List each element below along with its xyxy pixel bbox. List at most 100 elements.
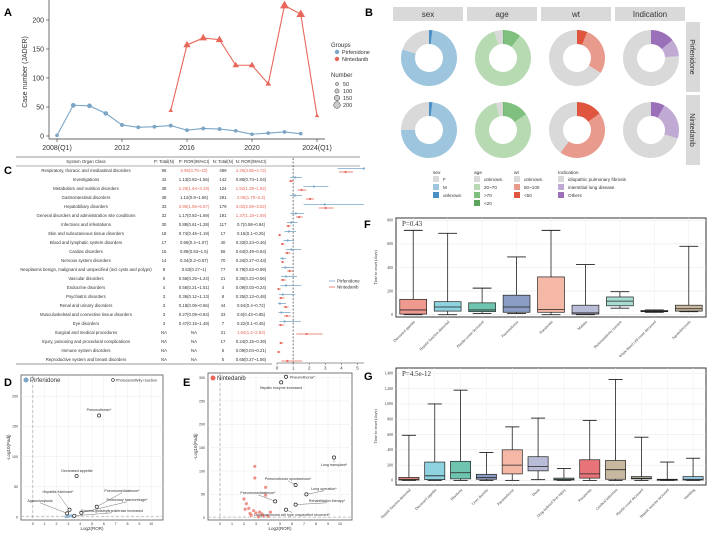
x-tick-label: 4 [340,366,343,371]
point-label: Pneumomediastinum* [240,491,276,495]
forest-point [285,314,288,318]
legend-swatch [558,176,564,182]
donut-slice [651,102,665,118]
panel-c-forest-table: System Organ Class P: Total(N) P: ROR(95%C… [16,156,366,371]
p-total-cell: 3 [163,294,166,299]
table-row: Gastrointestinal disorders 38 1.12(0.8~1.5… [62,194,315,201]
n-ror-cell: 0.33(0.24~0.46) [236,240,267,245]
x-tick-label: 2 [56,522,58,526]
p-ror-cell: 0.56(0.21~1.51) [179,285,210,290]
legend-swatch [334,49,340,55]
n-total-cell: 191 [219,213,227,218]
table-row: Eye disorders 3 0.47(0.15~1.48) 7 0.22(0.1~0… [73,320,301,327]
y-tick-label: 0 [391,479,393,483]
panel-label-d: D [4,377,12,389]
data-point-nintedanib [199,33,208,41]
data-point-pirfenidone [168,123,173,128]
box-pneumonia [579,419,601,481]
legend-label: idiopathic pulmonary fibrosis [568,177,627,182]
n-ror-cell: 0.22(0.1~0.45) [237,321,266,326]
labeled-data-point [304,492,309,497]
legend-label: interstitial lung disease [568,185,615,190]
labeled-data-point [74,473,79,478]
y-axis-label: Case number (JADER) [22,36,29,108]
iqr-box [502,294,531,313]
table-row: Immune system disorders NA NA 5 0.09(0.04~0.… [61,348,281,354]
data-point [248,511,252,516]
n-ror-cell: 3.02(2.59~3.52) [236,204,267,209]
forest-point [297,215,301,219]
facet-strip-age [467,7,537,21]
n-ror-cell: 0.54(0.4~0.72) [237,303,266,308]
table-row: Skin and subcutaneous tissue disorders 18… [48,230,297,237]
iqr-box [537,276,565,313]
labeled-data-point [293,483,298,487]
facet-strip-label: age [495,10,509,19]
facet-strip-indication [615,7,685,21]
point-label: Decreased appetite [61,469,92,473]
point-label: Rehabilitation therapy* [309,499,346,503]
legend-label: unknown [484,177,503,182]
y-tick-label: 200 [199,423,205,427]
y-axis-label: Time to onset (days) [373,250,378,285]
y-tick-label: 100 [12,455,18,459]
labeled-data-point [332,455,336,460]
n-total-cell: 21 [221,330,226,335]
point-label: Pneumomediastinum* [104,489,140,493]
p-total-cell: 33 [162,204,167,209]
data-point-nintedanib [314,113,320,118]
p-total-cell: NA [161,339,167,344]
point-label: Agranulocytosis [27,499,53,503]
legend-label: <50 [524,193,532,198]
donut-slice [496,102,503,117]
table-row: General disorders and administration sit… [37,212,305,219]
n-total-cell: 44 [221,303,226,308]
table-row: Infections and infestations 30 0.88(0.61~1… [61,221,298,228]
p-total-cell: 18 [162,231,167,236]
box-pneumothorax [502,256,531,314]
forest-point [344,170,347,174]
x-tick-label: White blood cell count decreased [618,320,657,359]
label-leader-line [74,512,113,516]
x-tick-label: 1 [292,366,295,371]
p-total-cell: 4 [163,285,166,290]
x-tick-label: 1 [231,522,233,526]
series-line-pirfenidone [56,104,301,136]
table-row: Reproductive system and breast disorders… [46,357,303,363]
forest-point [277,287,280,291]
p-total-cell: 3 [163,321,166,326]
soc-cell: Cardiac disorders [69,249,103,254]
labeled-data-point [284,374,288,379]
forest-point [362,167,366,170]
labeled-data-point [67,507,72,512]
legend-label: Others [568,193,582,198]
x-tick-label: Platelet count decreased [615,488,644,517]
legend-title: wt [514,170,519,176]
n-total-cell: 117 [220,222,227,227]
data-point-pirfenidone [55,133,59,138]
box-hepatic-function-abnormal [433,232,462,316]
n-total-cell: 5 [222,348,225,353]
donut-slice [560,113,606,159]
y-tick-label: 600 [387,433,393,437]
table-row: Injury, poisoning and procedural complic… [42,339,284,345]
x-axis-label: Log2(ROR) [80,526,104,531]
soc-cell: Immune system disorders [61,348,110,353]
n-total-cell: 56 [221,249,226,254]
data-point-pirfenidone [298,131,303,136]
iqr-box [399,298,428,315]
n-total-cell: 124 [219,186,227,191]
n-ror-cell: 0.25(0.13~0.48) [236,294,267,299]
y-tick-label: 50 [201,493,205,497]
p-ror-cell: NA [191,348,197,353]
panel-label-a: A [4,7,12,19]
forest-point [286,251,289,255]
n-ror-cell: 0.64(0.49~0.84) [236,249,267,254]
table-row: Endocrine disorders 4 0.56(0.21~1.51) 4 0.09… [67,284,302,291]
x-tick-label: 7 [115,522,117,526]
forest-point [287,224,290,228]
p-ror-cell: 0.36(0.12~1.13) [179,294,210,299]
point-label: Pneumothorax spontaneous* [265,477,312,481]
p-ror-cell: NA [191,330,197,335]
x-tick-label: 2008(Q1) [42,145,72,152]
